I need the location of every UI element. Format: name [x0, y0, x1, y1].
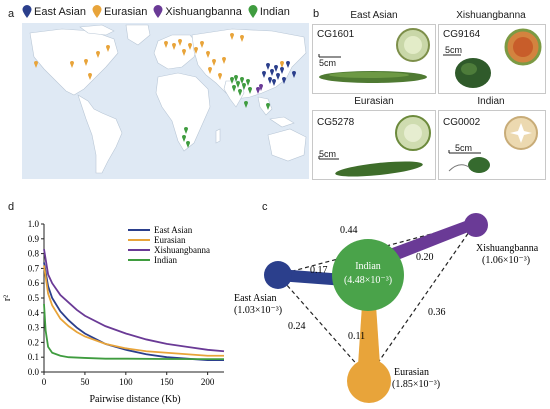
series-line-east-asian: [43, 262, 224, 362]
node-east-asian: [264, 261, 292, 289]
node-indian: [332, 239, 404, 311]
legend-series-label: East Asian: [154, 225, 193, 235]
x-tick-label: 0: [42, 377, 47, 387]
y-tick-label: 0.4: [28, 308, 40, 318]
y-tick-label: 0.0: [28, 367, 40, 377]
node-value-indian: (4.48×10⁻³): [344, 275, 392, 286]
indian-sample-pins: [182, 75, 270, 148]
east-asian-sample-pins: [262, 61, 296, 86]
legend-item-east-asian: East Asian: [22, 5, 86, 19]
x-tick-label: 200: [201, 377, 215, 387]
map-pin-icon: [92, 5, 102, 18]
scale-bar-label: 5cm: [319, 58, 337, 68]
fruit-card-title-indian: Indian: [477, 96, 505, 107]
legend-series-label: Xishuangbanna: [154, 245, 210, 255]
series-line-eurasian: [43, 265, 224, 357]
scale-bar-label: 5cm: [445, 45, 463, 55]
panel-label-a: a: [8, 8, 15, 20]
y-tick-label: 1.0: [28, 219, 40, 229]
panel-label-b: b: [313, 8, 320, 20]
world-map: [22, 23, 309, 179]
fruit-eurasian-image: [318, 115, 431, 177]
x-axis-label: Pairwise distance (Kb): [89, 394, 180, 405]
edge-label-in-eu: 0.11: [348, 331, 365, 342]
node-value-eurasian: (1.85×10⁻³): [392, 379, 440, 390]
y-axis-label: r²: [2, 295, 13, 301]
x-tick-label: 150: [160, 377, 174, 387]
panel-label-d: d: [8, 201, 15, 213]
fruit-card-xishuangbanna: CG9164 5cm: [438, 24, 546, 94]
legend-label: Indian: [259, 6, 290, 18]
map-pin-icon: [22, 5, 32, 18]
map-pin-icon: [153, 5, 163, 18]
scale-bar-label: 5cm: [319, 149, 337, 159]
node-label-indian: Indian: [355, 261, 381, 272]
panel-label-c: c: [262, 201, 268, 213]
map-legend: East Asian Eurasian Xishuangbanna Indian: [22, 4, 290, 20]
legend-series-label: Indian: [154, 255, 177, 265]
edge-eurasian-indian: [358, 305, 380, 365]
edge-label-ea-in: 0.17: [310, 265, 328, 276]
world-map-graphic: [22, 23, 309, 179]
y-tick-label: 0.3: [28, 323, 40, 333]
fruit-id: CG5278: [317, 117, 355, 128]
fruit-id: CG9164: [443, 29, 481, 40]
fruit-xishuangbanna-image: [443, 28, 542, 88]
y-tick-label: 0.5: [28, 293, 40, 303]
ld-decay-chart: 0.0 0.1 0.2 0.3 0.4 0.5 0.6 0.7 0.8 0.9 1.0 0 50 100 1…: [2, 219, 225, 405]
x-tick-label: 50: [80, 377, 90, 387]
legend-label: East Asian: [34, 6, 86, 18]
fruit-card-title-east-asian: East Asian: [350, 10, 398, 21]
node-label-xishuangbanna: Xishuangbanna: [476, 243, 539, 254]
legend-label: Eurasian: [103, 6, 148, 18]
edge-xishuangbanna-indian: [384, 217, 476, 263]
fruit-card-eurasian: CG5278 5cm: [312, 110, 436, 180]
node-xishuangbanna: [464, 213, 488, 237]
y-tick-label: 0.2: [28, 337, 39, 347]
legend-item-indian: Indian: [248, 5, 290, 19]
fruit-card-title-eurasian: Eurasian: [354, 96, 394, 107]
node-label-east-asian: East Asian: [234, 293, 277, 304]
series-line-indian: [43, 303, 224, 361]
chart-axes: 0.0 0.1 0.2 0.3 0.4 0.5 0.6 0.7 0.8 0.9 1.0 0 50 100 1…: [28, 219, 224, 387]
node-label-eurasian: Eurasian: [394, 367, 429, 378]
x-tick-label: 100: [119, 377, 133, 387]
fruit-indian-image: [448, 116, 538, 173]
xishuangbanna-sample-pins: [256, 84, 263, 94]
fruit-card-indian: CG0002 5cm: [438, 110, 546, 180]
legend-item-eurasian: Eurasian: [92, 5, 147, 19]
y-tick-label: 0.9: [28, 234, 40, 244]
node-eurasian: [347, 359, 391, 403]
eurasian-sample-pins: [34, 33, 284, 80]
fruit-east-asian-image: [318, 28, 430, 83]
edge-label-xb-eu: 0.36: [428, 307, 446, 318]
chart-series-group: [43, 249, 225, 362]
fruit-card-east-asian: CG1601 5cm: [312, 24, 436, 94]
y-tick-label: 0.1: [28, 352, 39, 362]
legend-series-label: Eurasian: [154, 235, 186, 245]
edge-xishuangbanna-eurasian: [367, 221, 477, 378]
fruit-id: CG0002: [443, 117, 481, 128]
legend-label: Xishuangbanna: [165, 6, 242, 18]
node-value-xishuangbanna: (1.06×10⁻³): [482, 255, 530, 266]
diversity-network: Indian (4.48×10⁻³) East Asian (1.03×10⁻³…: [234, 213, 539, 403]
y-tick-label: 0.8: [28, 249, 40, 259]
node-value-east-asian: (1.03×10⁻³): [234, 305, 282, 316]
edge-label-xb-in: 0.20: [416, 252, 434, 263]
edge-label-ea-eu: 0.24: [288, 321, 306, 332]
fruit-id: CG1601: [317, 29, 355, 40]
y-tick-label: 0.6: [28, 278, 40, 288]
y-tick-label: 0.7: [28, 263, 40, 273]
fruit-card-title-xishuangbanna: Xishuangbanna: [456, 10, 526, 21]
legend-item-xishuangbanna: Xishuangbanna: [153, 5, 242, 19]
edge-east-asian-eurasian: [277, 274, 369, 378]
edge-label-ea-xb: 0.44: [340, 225, 358, 236]
map-pin-icon: [248, 5, 258, 18]
scale-bar-label: 5cm: [455, 143, 473, 153]
series-line-xishuangbanna: [43, 249, 225, 353]
